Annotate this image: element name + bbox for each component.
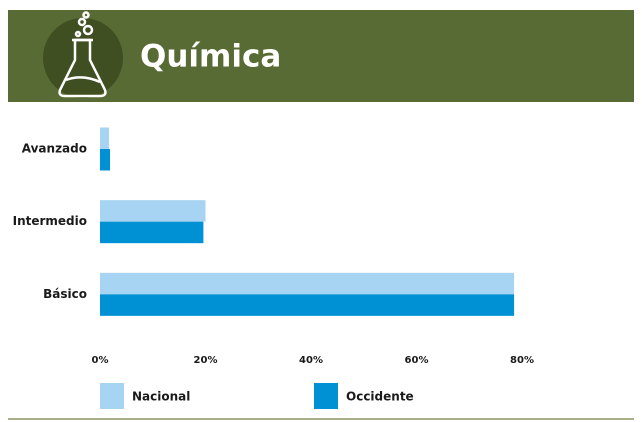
y-tick-label: Básico	[43, 287, 87, 301]
x-tick-label: 20%	[194, 355, 218, 366]
legend-swatch	[314, 383, 338, 409]
legend-swatch	[100, 383, 124, 409]
bar	[100, 149, 111, 171]
bar	[100, 127, 109, 149]
bar	[100, 294, 515, 316]
bar	[100, 272, 515, 295]
legend-label: Nacional	[132, 390, 190, 404]
x-tick-label: 40%	[299, 355, 323, 366]
icon-circle	[43, 18, 123, 98]
y-tick-label: Avanzado	[22, 142, 87, 156]
legend-label: Occidente	[346, 390, 414, 404]
y-tick-label: Intermedio	[13, 214, 87, 228]
flask-icon	[58, 11, 107, 98]
x-tick-label: 0%	[92, 355, 109, 366]
x-tick-label: 80%	[510, 355, 534, 366]
x-tick-label: 60%	[405, 355, 429, 366]
chart-title: Química	[140, 39, 281, 75]
bar	[100, 200, 206, 222]
bar	[100, 221, 204, 244]
